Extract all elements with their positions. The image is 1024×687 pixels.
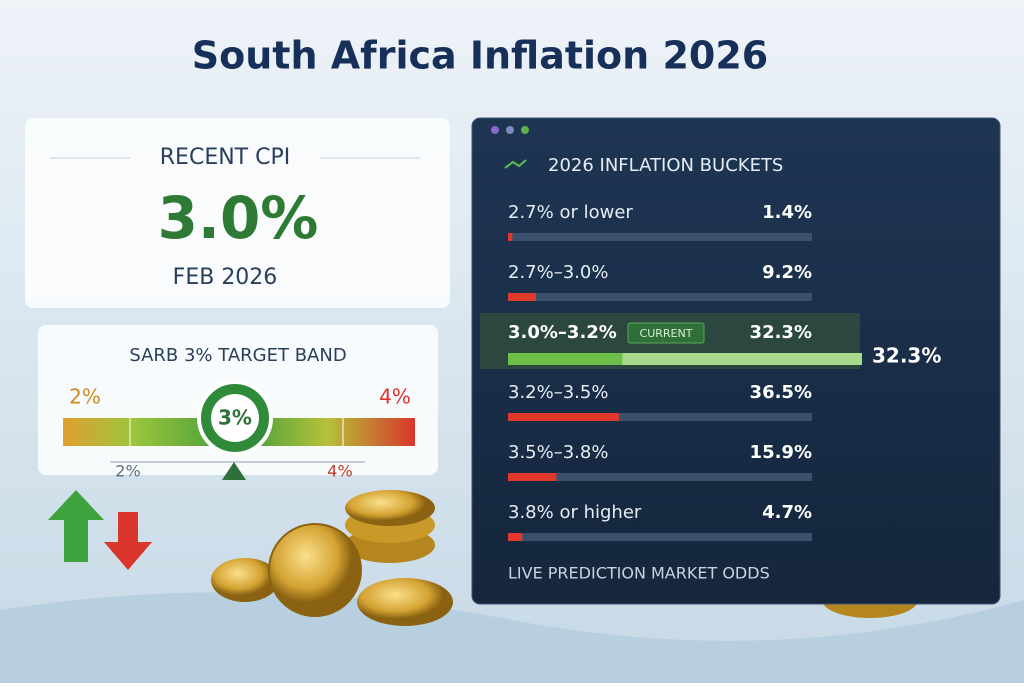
- bucket-value: 32.3%: [750, 322, 812, 343]
- bucket-label: 3.0%–3.2%: [508, 322, 617, 343]
- current-bar-label: 32.3%: [872, 344, 941, 368]
- band-left-label: 2%: [69, 385, 101, 409]
- bucket-value: 15.9%: [750, 442, 812, 463]
- window-dot: [491, 126, 499, 134]
- pointer: [222, 462, 246, 480]
- window-dot: [506, 126, 514, 134]
- current-tag-bg: [627, 322, 705, 344]
- buckets-title: 2026 INFLATION BUCKETS: [548, 155, 783, 176]
- cpi-heading: RECENT CPI: [160, 145, 290, 170]
- bar: [508, 473, 557, 481]
- title: South Africa Inflation 2026: [192, 34, 768, 78]
- up-arrow: [48, 490, 104, 562]
- bar: [508, 533, 523, 541]
- current-tag: CURRENT: [640, 327, 693, 340]
- band-heading: SARB 3% TARGET BAND: [129, 345, 346, 366]
- bucket-value: 4.7%: [762, 502, 812, 523]
- bar-track: [508, 413, 812, 421]
- bucket-label: 3.2%–3.5%: [508, 382, 608, 403]
- band-high-tick: 4%: [327, 462, 352, 481]
- cpi-value: 3.0%: [158, 184, 319, 252]
- target-badge-inner: [211, 394, 259, 442]
- bar-track: [508, 293, 812, 301]
- bar-track: [508, 473, 812, 481]
- bucket-value: 9.2%: [762, 262, 812, 283]
- trend-icon: [504, 159, 527, 169]
- band-right-label: 4%: [379, 385, 411, 409]
- bucket-label: 2.7%–3.0%: [508, 262, 608, 283]
- bucket-value: 36.5%: [750, 382, 812, 403]
- wave: [0, 592, 1024, 683]
- target-center: 3%: [218, 406, 252, 430]
- window-dot: [521, 126, 529, 134]
- bucket-label: 3.5%–3.8%: [508, 442, 608, 463]
- bar: [508, 233, 513, 241]
- bar: [508, 293, 536, 301]
- bar-track: [508, 533, 812, 541]
- bar: [508, 353, 623, 365]
- bucket-value: 1.4%: [762, 202, 812, 223]
- bar-track: [508, 233, 812, 241]
- band-low-tick: 2%: [115, 462, 140, 481]
- bucket-label: 3.8% or higher: [508, 502, 642, 523]
- bucket-label: 2.7% or lower: [508, 202, 633, 223]
- down-arrow: [104, 512, 152, 570]
- bar: [508, 413, 619, 421]
- cpi-date: FEB 2026: [173, 265, 278, 290]
- cpi-card: [25, 118, 450, 308]
- buckets-footer: LIVE PREDICTION MARKET ODDS: [508, 564, 770, 583]
